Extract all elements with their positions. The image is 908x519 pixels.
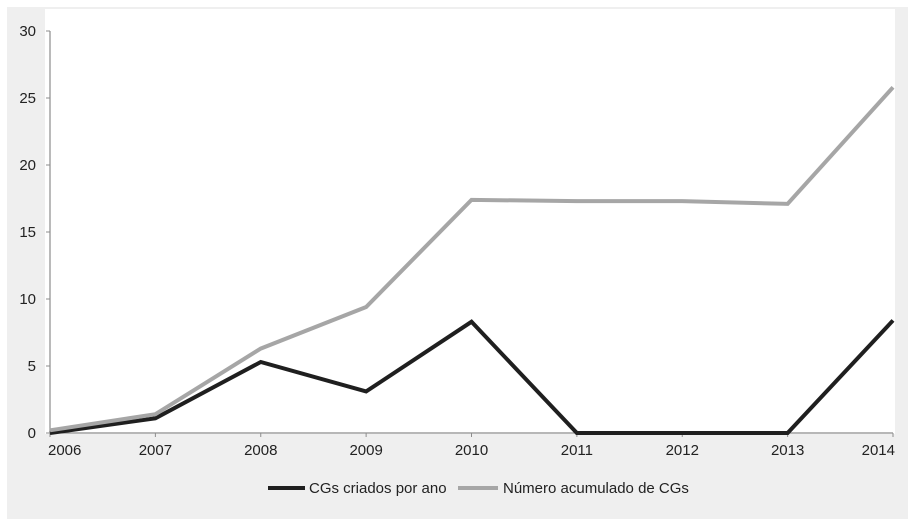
y-tick-label: 25: [19, 90, 36, 107]
y-tick-label: 0: [28, 425, 36, 442]
y-tick-label: 20: [19, 157, 36, 174]
x-tick-label: 2010: [455, 442, 488, 459]
y-tick-label: 5: [28, 358, 36, 375]
x-tick-label: 2012: [666, 442, 699, 459]
y-tick-label: 15: [19, 224, 36, 241]
x-axis: 2006 2007 2008 2009 2010 2011 2012 2013 2014: [48, 432, 895, 459]
x-tick-label: 2008: [244, 442, 277, 459]
x-tick-label: 2006: [48, 442, 81, 459]
x-tick-label: 2009: [349, 442, 382, 459]
y-tick-label: 10: [19, 291, 36, 308]
legend-label: CGs criados por ano: [309, 480, 447, 497]
series-lines: [49, 85, 895, 435]
x-tick-label: 2007: [139, 442, 172, 459]
x-tick-label: 2011: [561, 442, 593, 459]
y-axis: 0 5 10 15 20 25 30: [19, 23, 51, 442]
legend: CGs criados por ano Número acumulado de C…: [268, 480, 689, 497]
x-tick-label: 2014: [862, 442, 895, 459]
x-tick-label: 2013: [771, 442, 804, 459]
y-tick-label: 30: [19, 23, 36, 40]
plot-area: [45, 9, 895, 434]
legend-label: Número acumulado de CGs: [503, 480, 689, 497]
